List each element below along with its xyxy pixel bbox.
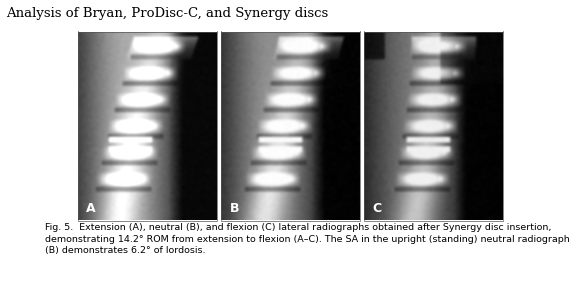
Text: Fig. 5.  Extension (A), neutral (B), and flexion (C) lateral radiographs obtaine: Fig. 5. Extension (A), neutral (B), and …	[45, 224, 569, 255]
Text: C: C	[373, 202, 382, 215]
Text: A: A	[86, 202, 96, 215]
Text: Analysis of Bryan, ProDisc-C, and Synergy discs: Analysis of Bryan, ProDisc-C, and Synerg…	[6, 8, 328, 20]
Text: B: B	[229, 202, 239, 215]
